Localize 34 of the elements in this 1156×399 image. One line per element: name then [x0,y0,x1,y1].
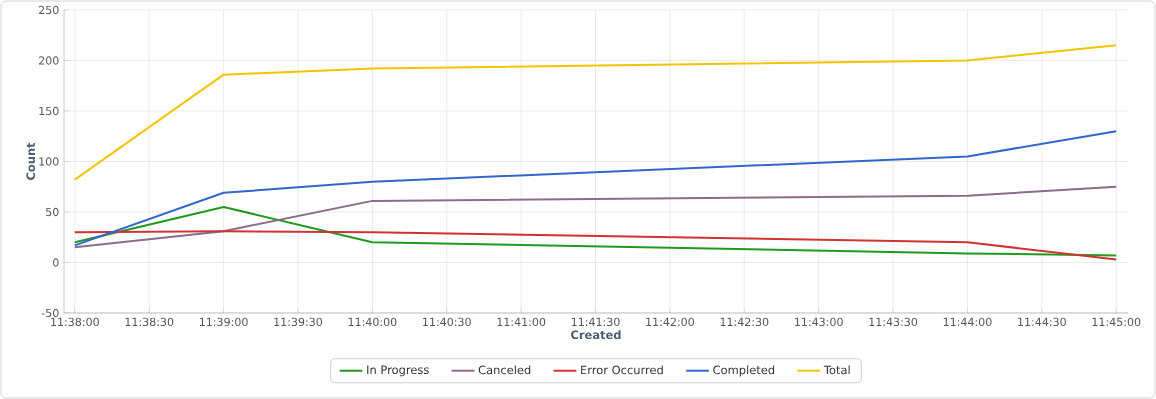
x-tick-label: 11:38:00 [51,317,99,327]
x-tick-label: 11:39:00 [199,317,248,327]
x-tick-label: 11:42:00 [646,317,694,327]
legend-label: Completed [713,365,775,377]
legend-label: Total [823,365,850,375]
x-tick-label: 11:41:30 [571,317,620,327]
line-series [73,44,1118,181]
x-tick-label: 11:42:30 [720,317,769,327]
line-series [73,130,1118,247]
x-tick-label: 11:44:30 [1018,317,1066,327]
x-tick-label: 11:39:30 [274,317,323,327]
x-tick-label: 11:41:00 [497,317,546,327]
x-tick-label: 11:45:00 [1092,317,1141,327]
y-tick-label: 150 [39,106,59,116]
y-tick-label: -50 [41,308,59,318]
legend-label: Error Occurred [581,365,663,375]
line-series [73,205,1118,257]
x-tick-label: 11:40:30 [423,317,471,327]
y-tick-label: 250 [39,5,59,15]
y-tick-label: 200 [39,56,59,65]
line-series [73,230,1118,261]
x-tick-label: 11:44:00 [943,317,992,327]
y-tick-label: 100 [39,157,59,166]
x-tick-label: 11:40:00 [348,317,397,327]
y-tick-label: 50 [46,207,59,217]
x-tick-label: 11:43:30 [869,317,918,327]
x-axis-title: Created [571,330,621,340]
y-axis-title: Count [26,142,36,180]
legend-label: In Progress [367,365,429,377]
y-tick-label: 0 [53,258,59,267]
legend-label: Canceled [478,365,531,375]
x-tick-label: 11:43:00 [795,317,843,327]
x-tick-label: 11:38:30 [125,317,174,327]
line-series [73,185,1118,249]
